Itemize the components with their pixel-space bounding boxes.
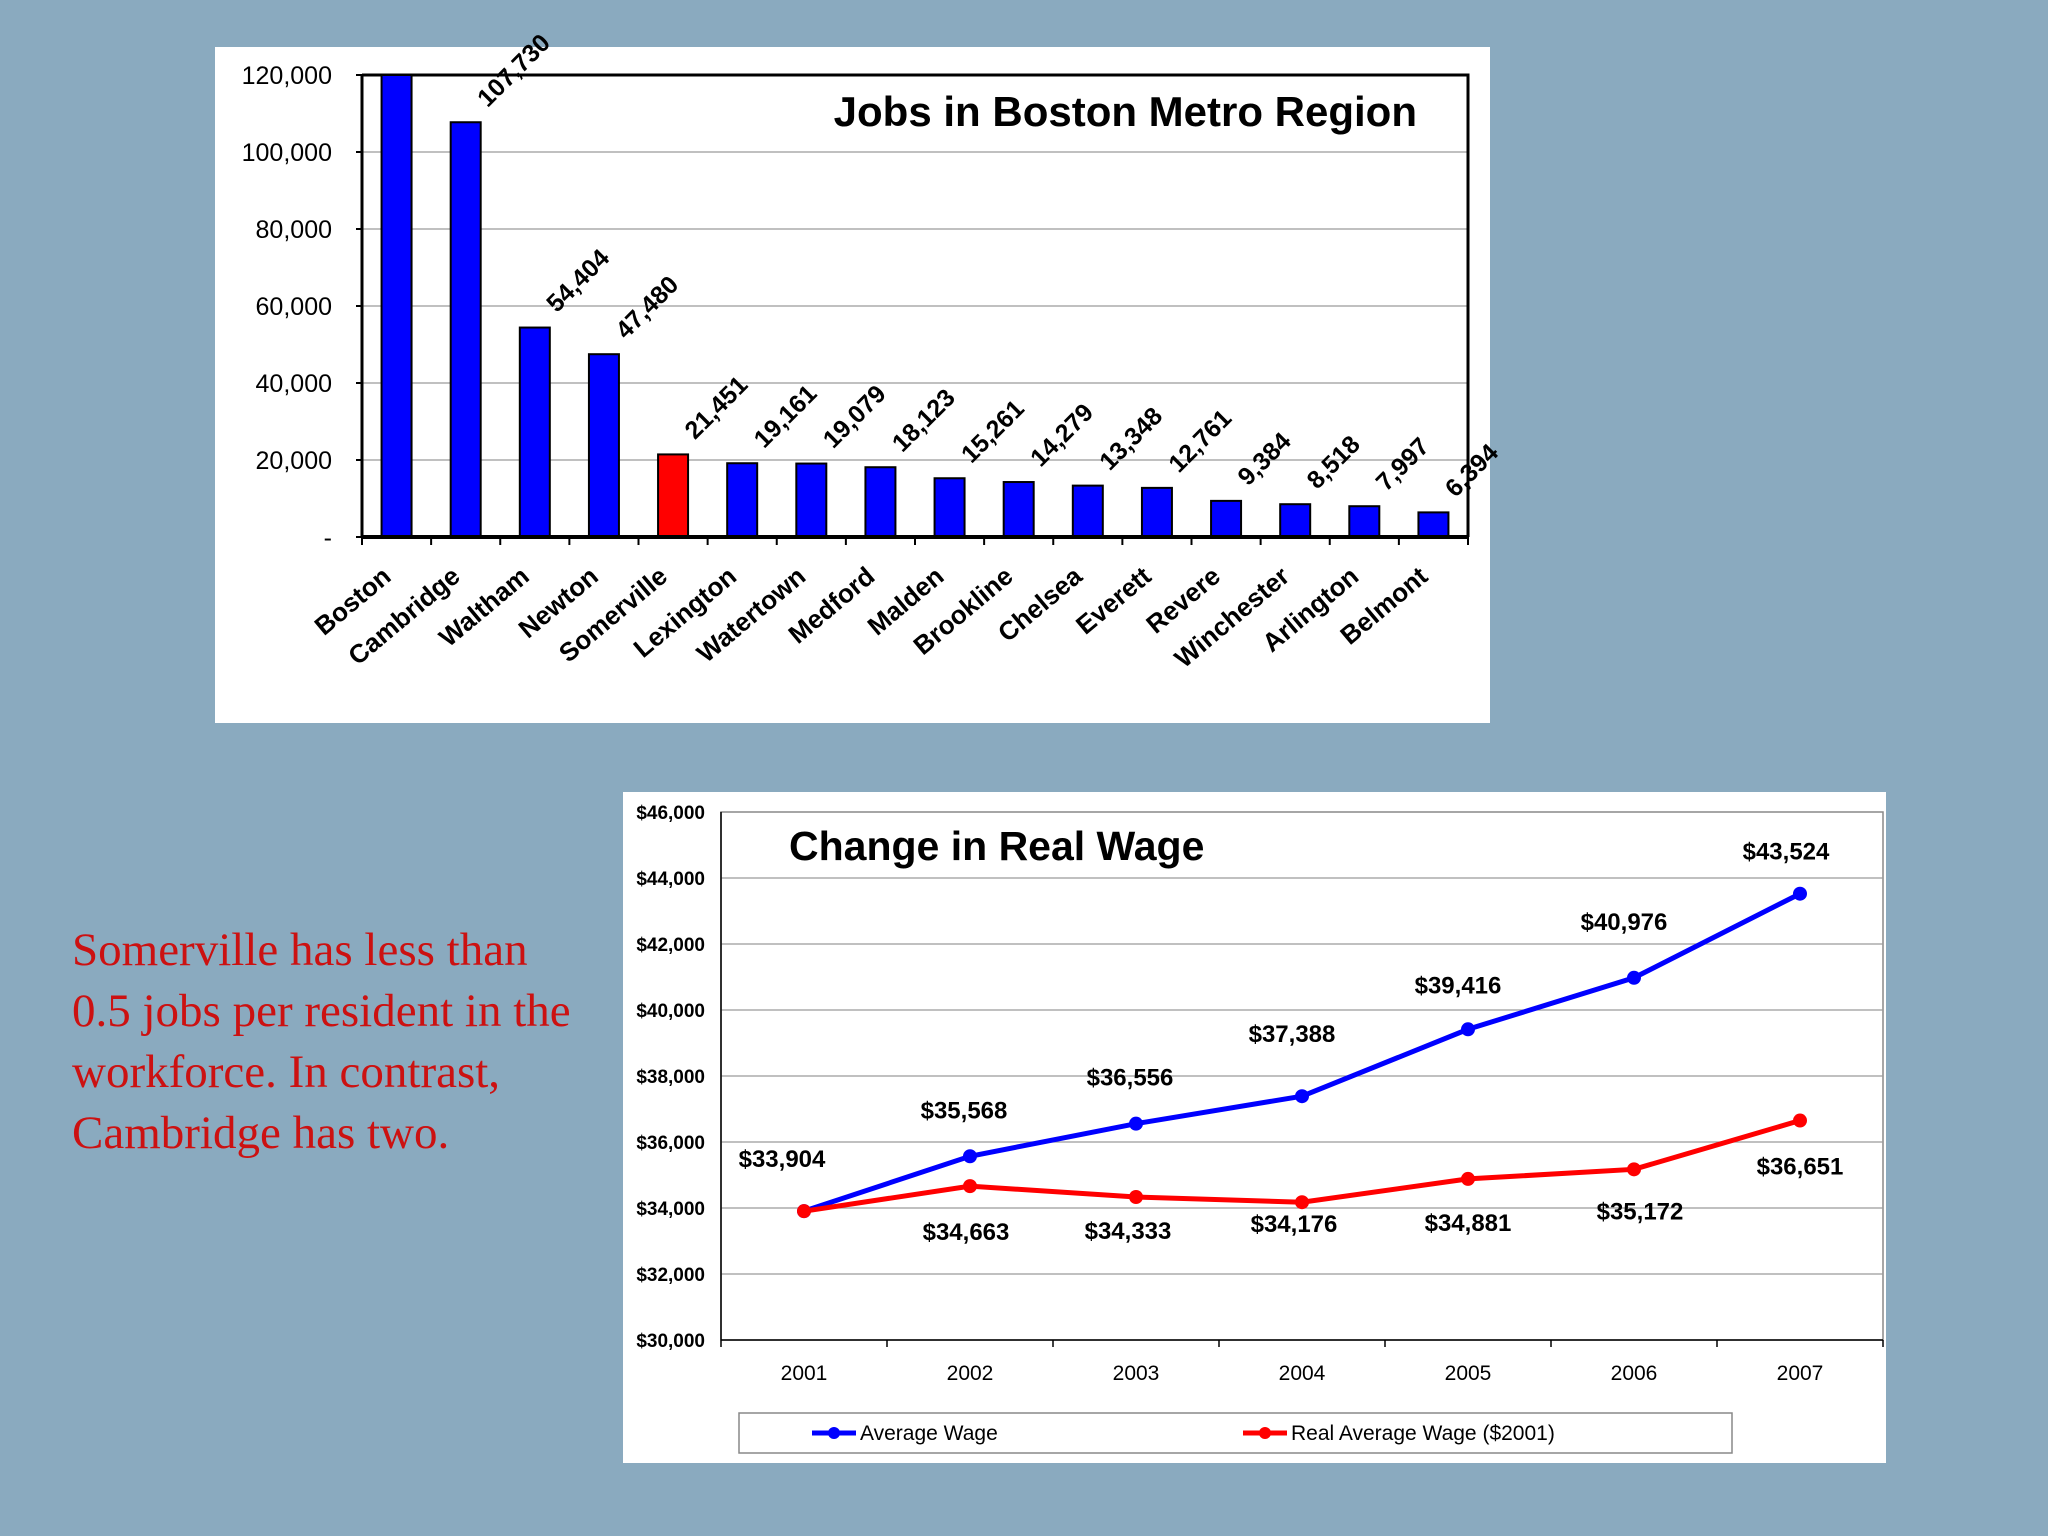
data-label: 8,518 — [1302, 430, 1366, 494]
y-tick-label: 80,000 — [256, 216, 332, 244]
data-label: $43,524 — [1743, 839, 1830, 866]
data-point — [1461, 1171, 1475, 1186]
x-tick-label: 2006 — [1611, 1362, 1658, 1385]
data-label: $34,333 — [1085, 1218, 1172, 1245]
data-label: 9,384 — [1233, 427, 1297, 491]
commentary-text: Somerville has less than 0.5 jobs per re… — [72, 924, 571, 1159]
data-label: $40,976 — [1581, 909, 1668, 936]
data-label: 14,279 — [1025, 398, 1099, 472]
data-label: 54,404 — [541, 244, 615, 318]
x-tick-label: 2007 — [1777, 1362, 1824, 1385]
data-label: 6,394 — [1440, 439, 1504, 503]
data-point — [963, 1149, 977, 1164]
data-label: $34,881 — [1425, 1210, 1512, 1237]
data-label: $36,651 — [1757, 1154, 1844, 1181]
data-point — [1793, 1113, 1807, 1128]
data-label: $35,172 — [1597, 1198, 1684, 1225]
legend-label: Average Wage — [860, 1422, 998, 1445]
legend-label: Real Average Wage ($2001) — [1291, 1422, 1555, 1445]
data-label: 21,451 — [680, 371, 754, 445]
data-label: $34,176 — [1251, 1211, 1338, 1238]
bar-boston — [380, 74, 413, 538]
data-label: 15,261 — [956, 395, 1030, 469]
chart-title: Jobs in Boston Metro Region — [834, 88, 1417, 135]
data-point — [1295, 1089, 1309, 1104]
data-point — [1793, 886, 1807, 901]
plot-frame — [362, 73, 1470, 537]
data-label: $37,388 — [1249, 1021, 1336, 1048]
data-point — [963, 1179, 977, 1194]
y-tick-label: 40,000 — [256, 370, 332, 398]
data-point — [1295, 1195, 1309, 1210]
y-tick-label: 60,000 — [256, 293, 332, 321]
bar-medford — [864, 466, 897, 538]
data-point — [797, 1204, 811, 1219]
data-label: 19,079 — [818, 380, 892, 454]
data-label: 47,480 — [610, 271, 684, 345]
bar-brookline — [1002, 481, 1035, 538]
bar-everett — [1140, 486, 1173, 538]
y-tick-label: - — [324, 524, 332, 552]
bar-watertown — [795, 462, 828, 538]
data-label: 19,161 — [749, 380, 823, 454]
bar-lexington — [726, 462, 759, 539]
data-label: 107,730 — [472, 29, 556, 113]
x-tick-label: 2004 — [1279, 1362, 1326, 1385]
data-label: $34,663 — [923, 1219, 1010, 1246]
x-tick-label: 2002 — [947, 1362, 994, 1385]
data-label: $33,904 — [739, 1146, 826, 1173]
y-tick-label: 120,000 — [242, 62, 332, 90]
y-tick-label: $34,000 — [636, 1199, 705, 1220]
data-point — [1461, 1022, 1475, 1037]
bar-malden — [933, 477, 966, 538]
data-point — [1129, 1190, 1143, 1205]
bar-winchester — [1279, 503, 1312, 538]
data-label: 13,348 — [1094, 402, 1168, 476]
y-tick-label: 100,000 — [242, 139, 332, 167]
y-tick-label: $38,000 — [636, 1067, 705, 1088]
y-tick-label: $30,000 — [636, 1331, 705, 1352]
bar-waltham — [518, 326, 551, 538]
wage-chart-panel: $30,000 $32,000 $34,000 $36,000 $38,000 $40,0… — [623, 792, 1886, 1463]
data-label: $39,416 — [1415, 972, 1502, 999]
y-tick-label: 20,000 — [256, 447, 332, 475]
y-tick-label: $44,000 — [636, 869, 705, 890]
x-tick-label: 2001 — [781, 1362, 828, 1385]
bar-revere — [1210, 499, 1243, 539]
y-tick-label: $42,000 — [636, 935, 705, 956]
wage-chart: $30,000 $32,000 $34,000 $36,000 $38,000 $40,0… — [636, 803, 1884, 1454]
data-label: 18,123 — [887, 384, 961, 458]
bar-chelsea — [1071, 484, 1104, 538]
legend-swatch-marker — [1259, 1427, 1271, 1439]
x-tick-label: 2003 — [1113, 1362, 1160, 1385]
data-label: 12,761 — [1163, 404, 1237, 478]
data-label: 7,997 — [1371, 432, 1435, 496]
x-tick-label: Everett — [1070, 560, 1157, 640]
bar-somerville — [657, 453, 690, 538]
data-label: $35,568 — [921, 1097, 1008, 1124]
bar-newton — [587, 353, 620, 538]
y-tick-label: $36,000 — [636, 1133, 705, 1154]
legend-swatch-marker — [828, 1427, 840, 1439]
jobs-chart-panel: -20,000 40,000 60,000 80,000 100,000 120,000 B… — [215, 29, 1504, 723]
y-tick-label: $46,000 — [636, 803, 705, 824]
data-label: $36,556 — [1087, 1065, 1174, 1092]
data-point — [1129, 1116, 1143, 1131]
bar-cambridge — [449, 121, 482, 538]
legend-box — [738, 1412, 1733, 1454]
data-point — [1627, 1162, 1641, 1177]
y-tick-label: $40,000 — [636, 1001, 705, 1022]
jobs-chart: -20,00040,00060,00080,000100,000120,000B… — [242, 29, 1504, 674]
y-tick-label: $32,000 — [636, 1265, 705, 1286]
chart-title: Change in Real Wage — [789, 823, 1204, 869]
bar-arlington — [1348, 505, 1381, 538]
data-point — [1627, 970, 1641, 985]
x-tick-label: 2005 — [1445, 1362, 1492, 1385]
bar-belmont — [1417, 511, 1450, 538]
